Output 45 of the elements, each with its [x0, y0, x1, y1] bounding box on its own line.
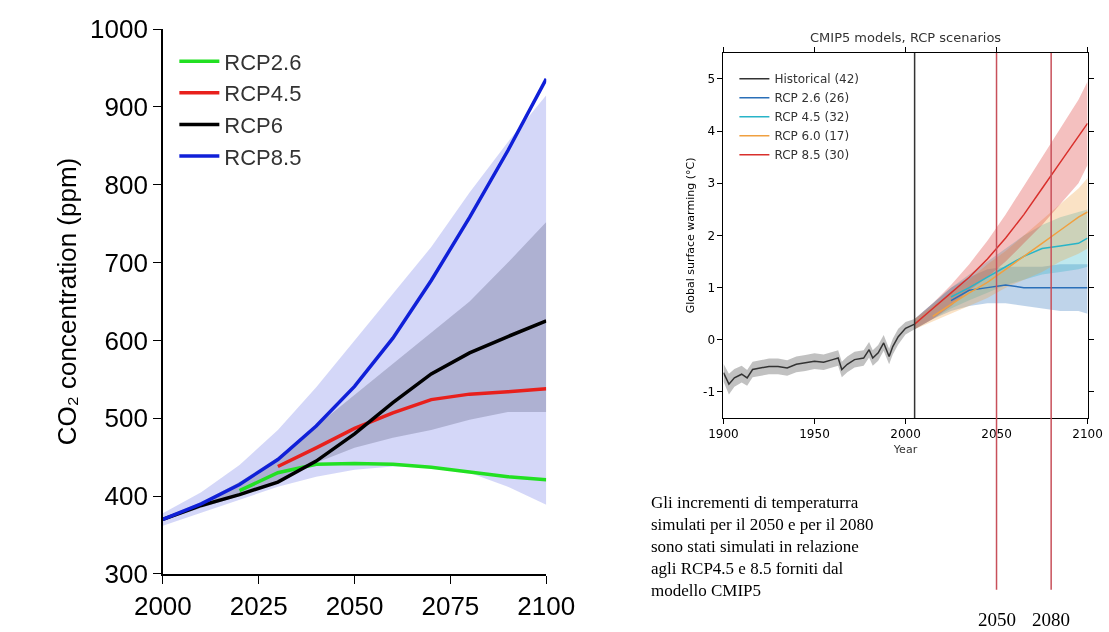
legend-label: RCP 2.6 (26)	[774, 91, 850, 106]
chart-title: CMIP5 models, RCP scenarios	[810, 30, 1002, 45]
x-tick-label: 2050	[325, 590, 384, 621]
legend-label: RCP2.6	[224, 49, 302, 75]
x-tick-label: 2000	[133, 590, 192, 621]
ref-line-label: 2080	[1032, 609, 1070, 630]
line-series	[913, 122, 1088, 325]
y-axis-title: Global surface warming (°C)	[683, 157, 697, 314]
y-tick-label: 800	[104, 169, 148, 200]
x-tick-label: 1900	[708, 427, 739, 442]
x-tick-label: 2100	[1072, 427, 1103, 442]
legend-label: RCP 8.5 (30)	[774, 148, 850, 163]
legend-label: RCP8.5	[224, 144, 302, 170]
y-tick-label: 1	[707, 280, 716, 295]
text: Gli incrementi di temperaturra simulati per il 2050 e per il 2080 sono stati simulati in relazione agli RCP4.5 e 8.5 forniti dal modello CMIP5	[651, 493, 874, 601]
y-axis-title: CO₂ concentration (ppm)	[51, 157, 82, 446]
y-tick-label: 300	[104, 559, 148, 590]
line-series	[950, 237, 1088, 298]
line-series	[276, 386, 547, 469]
y-tick-label: 500	[104, 403, 148, 434]
x-tick-label: 2075	[421, 590, 480, 621]
y-tick-label: -1	[703, 385, 716, 400]
y-tick-label: 400	[104, 481, 148, 512]
y-tick-label: 3	[707, 176, 716, 191]
x-tick-label: 2025	[229, 590, 288, 621]
legend-label: RCP 4.5 (32)	[774, 110, 850, 125]
line-series	[932, 211, 1088, 318]
legend-label: RCP6	[224, 112, 284, 138]
y-tick-label: 0	[707, 332, 716, 347]
y-tick-label: 4	[707, 124, 716, 139]
x-tick-label: 1950	[799, 427, 830, 442]
y-tick-label: 5	[707, 72, 716, 87]
legend-label: RCP4.5	[224, 81, 302, 107]
legend-label: RCP 6.0 (17)	[774, 129, 850, 144]
x-tick-label: 2100	[517, 590, 576, 621]
line-series	[237, 461, 547, 493]
legend-label: Historical (42)	[774, 72, 860, 87]
y-tick-label: 900	[104, 92, 148, 123]
y-tick-label: 2	[707, 228, 716, 243]
y-tick-label: 600	[104, 325, 148, 356]
line-series	[950, 284, 1088, 302]
x-tick-label: 2000	[890, 427, 921, 442]
y-tick-label: 700	[104, 247, 148, 278]
x-axis-title: Year	[892, 442, 918, 456]
y-tick-label: 1000	[90, 14, 148, 45]
